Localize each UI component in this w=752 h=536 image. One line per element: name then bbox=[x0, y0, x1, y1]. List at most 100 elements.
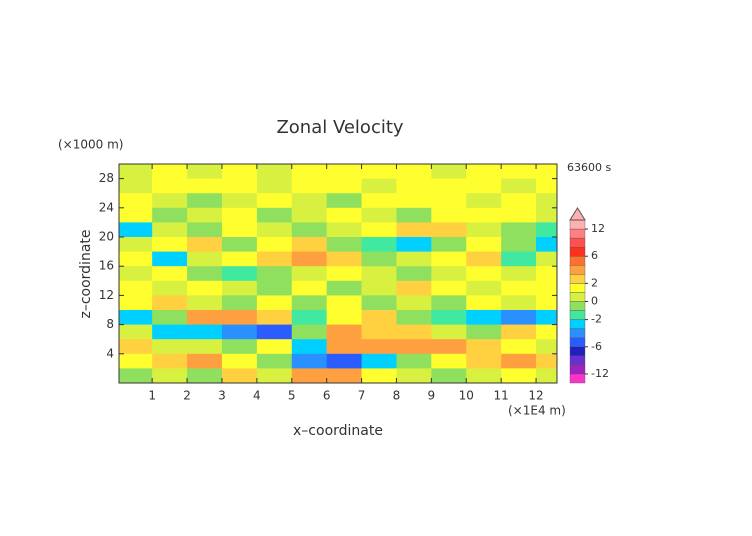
contour-cell bbox=[431, 207, 467, 223]
contour-cell bbox=[536, 339, 558, 355]
contour-cell bbox=[221, 207, 258, 223]
contour-cell bbox=[361, 295, 397, 311]
contour-cell bbox=[256, 237, 293, 253]
contour-cell bbox=[152, 368, 188, 384]
y-tick-label: 24 bbox=[99, 200, 114, 214]
contour-cell bbox=[152, 280, 188, 296]
colorbar-swatch bbox=[569, 328, 586, 338]
contour-cell bbox=[221, 353, 258, 369]
contour-cell bbox=[119, 222, 153, 238]
contour-cell bbox=[466, 339, 502, 355]
colorbar-tick-label: -12 bbox=[591, 367, 609, 380]
contour-cell bbox=[256, 207, 293, 223]
contour-cell bbox=[256, 222, 293, 238]
x-tick-label: 4 bbox=[253, 389, 261, 403]
contour-cell bbox=[291, 280, 328, 296]
contour-cell bbox=[431, 339, 467, 355]
contour-cell bbox=[326, 266, 363, 282]
contour-cell bbox=[119, 237, 153, 253]
y-tick-label: 20 bbox=[99, 230, 114, 244]
contour-cell bbox=[221, 193, 258, 209]
contour-cell bbox=[431, 164, 467, 180]
colorbar-swatch bbox=[569, 228, 586, 239]
contour-cell bbox=[256, 193, 293, 209]
contour-cell bbox=[536, 368, 558, 384]
contour-cell bbox=[152, 266, 188, 282]
contour-cell bbox=[396, 310, 432, 326]
contour-cell bbox=[431, 222, 467, 238]
contour-cell bbox=[152, 310, 188, 326]
contour-cell bbox=[396, 237, 432, 253]
colorbar-swatch bbox=[569, 373, 586, 384]
contour-cell bbox=[536, 222, 558, 238]
y-tick-label: 16 bbox=[99, 259, 114, 273]
contour-cell bbox=[119, 324, 153, 340]
contour-cell bbox=[291, 207, 328, 223]
contour-cell bbox=[536, 310, 558, 326]
colorbar-swatch bbox=[569, 274, 586, 284]
colorbar-swatch bbox=[569, 355, 586, 366]
contour-cell bbox=[187, 280, 223, 296]
contour-cell bbox=[431, 266, 467, 282]
contour-cell bbox=[536, 178, 558, 194]
contour-cell bbox=[221, 339, 258, 355]
contour-cell bbox=[501, 339, 537, 355]
contour-cell bbox=[536, 193, 558, 209]
contour-cell bbox=[501, 207, 537, 223]
contour-cell bbox=[256, 280, 293, 296]
contour-cell bbox=[256, 324, 293, 340]
contour-cell bbox=[291, 295, 328, 311]
contour-cell bbox=[152, 237, 188, 253]
contour-cell bbox=[536, 280, 558, 296]
contour-cell bbox=[221, 310, 258, 326]
contour-cell bbox=[396, 222, 432, 238]
contour-cell bbox=[466, 353, 502, 369]
x-tick-label: 11 bbox=[494, 389, 509, 403]
contour-cell bbox=[501, 178, 537, 194]
x-tick-label: 2 bbox=[183, 389, 191, 403]
colorbar-swatch bbox=[569, 237, 586, 248]
contour-cell bbox=[536, 207, 558, 223]
y-axis-label: z–coordinate bbox=[78, 229, 94, 318]
x-tick-label: 12 bbox=[528, 389, 543, 403]
plot-frame bbox=[118, 163, 558, 384]
contour-cell bbox=[256, 164, 293, 180]
contour-cell bbox=[256, 266, 293, 282]
contour-cell bbox=[119, 368, 153, 384]
colorbar-swatch bbox=[569, 265, 586, 275]
contour-cell bbox=[431, 280, 467, 296]
contour-cell bbox=[431, 368, 467, 384]
contour-cell bbox=[361, 339, 397, 355]
contour-cell bbox=[221, 164, 258, 180]
contour-cell bbox=[119, 353, 153, 369]
colorbar-swatch bbox=[569, 319, 586, 329]
contour-cell bbox=[187, 266, 223, 282]
contour-cell bbox=[536, 237, 558, 253]
contour-cell bbox=[501, 368, 537, 384]
contour-cell bbox=[152, 164, 188, 180]
contour-cell bbox=[466, 324, 502, 340]
time-label: 63600 s bbox=[567, 161, 611, 174]
contour-cell bbox=[361, 266, 397, 282]
contour-cell bbox=[221, 295, 258, 311]
contour-cell bbox=[256, 353, 293, 369]
contour-cell bbox=[119, 164, 153, 180]
contour-cell bbox=[466, 237, 502, 253]
contour-cell bbox=[466, 251, 502, 267]
contour-cell bbox=[326, 339, 363, 355]
colorbar-swatch bbox=[569, 283, 586, 293]
contour-cell bbox=[396, 178, 432, 194]
contour-cell bbox=[501, 251, 537, 267]
contour-cell bbox=[187, 368, 223, 384]
contour-cell bbox=[187, 310, 223, 326]
contour-cell bbox=[501, 310, 537, 326]
contour-cell bbox=[466, 368, 502, 384]
contour-cell bbox=[291, 339, 328, 355]
contour-cell bbox=[221, 178, 258, 194]
contour-cell bbox=[361, 178, 397, 194]
contour-cell bbox=[361, 222, 397, 238]
contour-cell bbox=[466, 193, 502, 209]
x-unit: (×1E4 m) bbox=[508, 404, 566, 418]
contour-cell bbox=[291, 310, 328, 326]
contour-cell bbox=[431, 324, 467, 340]
